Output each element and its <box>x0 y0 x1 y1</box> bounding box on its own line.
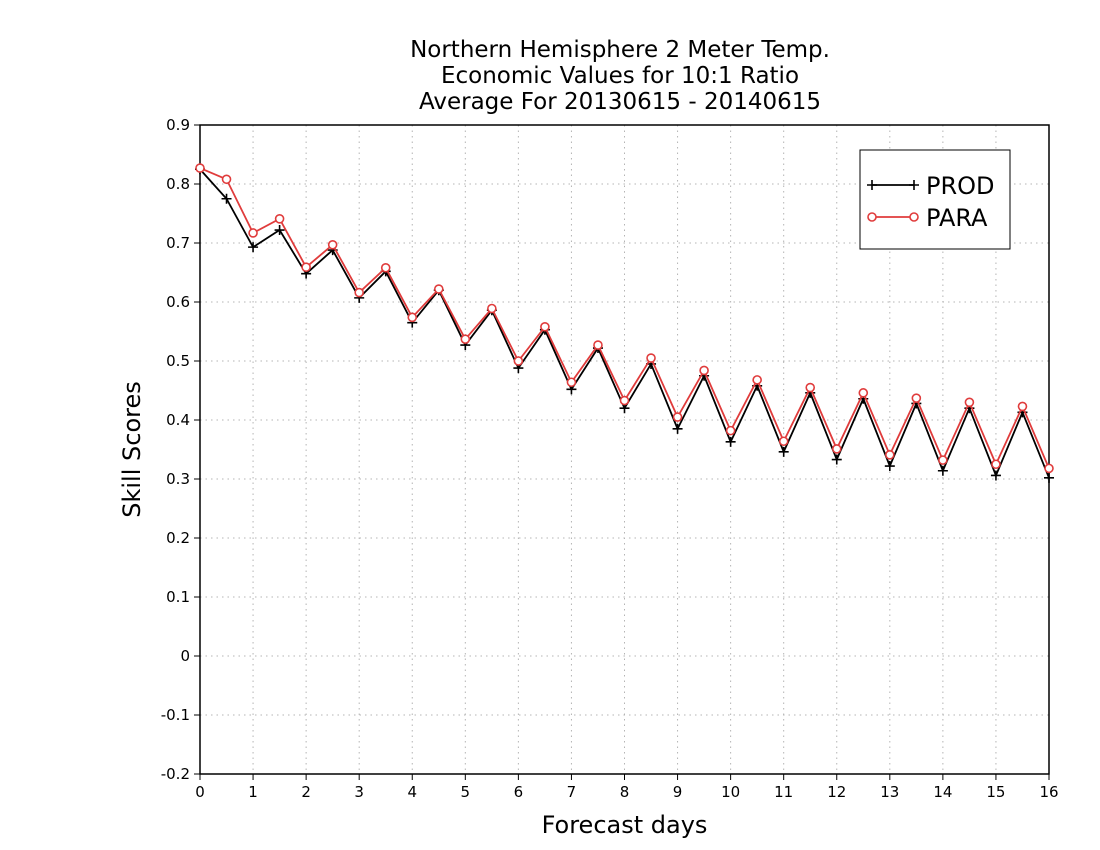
series-para <box>195 163 1054 474</box>
x-tick-label-4: 4 <box>407 783 417 801</box>
chart-title: Northern Hemisphere 2 Meter Temp.Economi… <box>410 37 830 115</box>
x-axis-label: Forecast days <box>542 811 708 839</box>
data-point-prod-22 <box>778 446 789 457</box>
y-tick-label-11: 0.9 <box>166 116 190 134</box>
data-point-prod-26 <box>884 461 895 472</box>
x-tick-label-15: 15 <box>986 783 1005 801</box>
data-point-para-28 <box>938 455 948 465</box>
data-point-para-29 <box>964 397 975 408</box>
data-point-para-6 <box>354 287 364 298</box>
data-point-para-12 <box>513 356 524 366</box>
data-point-para-9 <box>433 284 444 294</box>
data-point-para-22 <box>778 436 789 447</box>
data-point-para-0 <box>195 163 205 173</box>
data-point-prod-30 <box>990 470 1001 481</box>
y-tick-label-4: 0.2 <box>166 529 190 547</box>
data-point-para-17 <box>646 353 656 363</box>
y-axis-label: Skill Scores <box>118 381 146 518</box>
y-tick-label-8: 0.6 <box>166 293 190 311</box>
x-tick-label-13: 13 <box>880 783 899 801</box>
data-point-para-7 <box>380 262 391 273</box>
x-tick-label-7: 7 <box>567 783 577 801</box>
data-point-prod-18 <box>672 423 683 434</box>
data-point-para-23 <box>805 382 816 393</box>
y-tick-label-0: -0.2 <box>161 765 190 783</box>
series-layer <box>195 163 1054 483</box>
data-point-para-21 <box>752 375 762 385</box>
x-tick-label-5: 5 <box>461 783 471 801</box>
y-tick-label-10: 0.8 <box>166 175 190 193</box>
x-tick-label-1: 1 <box>248 783 258 801</box>
x-tick-label-14: 14 <box>933 783 952 801</box>
x-tick-label-11: 11 <box>774 783 793 801</box>
x-tick-label-3: 3 <box>354 783 364 801</box>
data-point-para-2 <box>248 228 258 238</box>
data-point-para-15 <box>593 340 603 350</box>
y-tick-label-9: 0.7 <box>166 234 190 252</box>
data-point-para-3 <box>274 214 285 224</box>
legend-marker-para-0 <box>867 212 877 222</box>
y-tick-label-6: 0.4 <box>166 411 190 429</box>
legend-box <box>859 149 1011 250</box>
x-tick-label-10: 10 <box>721 783 740 801</box>
data-point-para-26 <box>885 450 895 460</box>
data-point-para-27 <box>911 393 922 403</box>
data-point-para-11 <box>487 303 497 314</box>
data-point-para-1 <box>221 174 232 185</box>
legend-marker-para-1 <box>909 212 919 222</box>
y-tick-label-5: 0.3 <box>166 470 190 488</box>
y-tick-label-7: 0.5 <box>166 352 190 370</box>
data-point-para-25 <box>858 388 869 398</box>
title-line-1: Northern Hemisphere 2 Meter Temp. <box>410 37 830 63</box>
title-line-2: Economic Values for 10:1 Ratio <box>441 63 799 89</box>
data-point-para-16 <box>619 395 630 406</box>
data-point-para-10 <box>460 334 471 344</box>
data-point-prod-28 <box>937 465 948 476</box>
data-point-para-19 <box>699 365 709 376</box>
data-point-prod-2 <box>248 242 259 253</box>
legend-label-prod: PROD <box>926 172 995 200</box>
data-point-para-5 <box>327 239 338 250</box>
x-tick-label-6: 6 <box>514 783 524 801</box>
data-point-prod-32 <box>1044 472 1054 483</box>
data-point-para-31 <box>1017 401 1028 412</box>
grid <box>200 125 1049 774</box>
x-tick-label-9: 9 <box>673 783 683 801</box>
data-point-para-24 <box>831 444 842 454</box>
data-point-para-30 <box>991 459 1001 470</box>
legend-marker-prod-1 <box>909 180 919 190</box>
x-tick-label-12: 12 <box>827 783 846 801</box>
x-tick-label-16: 16 <box>1039 783 1058 801</box>
y-axis: -0.2 -0.1 0 0.1 0.2 0.3 0.4 0.5 0.6 0.7 0.8 0.9 <box>161 116 200 783</box>
x-tick-label-0: 0 <box>195 783 205 801</box>
data-point-prod-24 <box>831 454 842 465</box>
x-tick-label-8: 8 <box>620 783 630 801</box>
data-point-para-18 <box>672 412 683 422</box>
data-point-prod-20 <box>725 436 736 447</box>
y-tick-label-1: -0.1 <box>161 706 190 724</box>
data-point-para-20 <box>725 425 736 436</box>
legend-label-para: PARA <box>926 204 988 232</box>
data-point-para-4 <box>301 262 311 272</box>
data-point-para-13 <box>540 321 550 332</box>
x-axis: 0 1 2 3 4 5 6 7 8 9 10 11 12 13 14 15 16 <box>195 774 1059 801</box>
y-tick-label-3: 0.1 <box>166 588 190 606</box>
data-point-prod-3 <box>274 225 285 236</box>
data-point-prod-1 <box>221 193 232 204</box>
legend: PROD PARA <box>859 149 1011 250</box>
x-tick-label-2: 2 <box>301 783 311 801</box>
data-point-para-32 <box>1044 463 1054 474</box>
data-point-para-14 <box>566 377 577 388</box>
data-point-para-8 <box>407 312 418 323</box>
legend-marker-prod-0 <box>867 180 877 190</box>
y-tick-label-2: 0 <box>180 647 190 665</box>
title-line-3: Average For 20130615 - 20140615 <box>419 89 821 115</box>
